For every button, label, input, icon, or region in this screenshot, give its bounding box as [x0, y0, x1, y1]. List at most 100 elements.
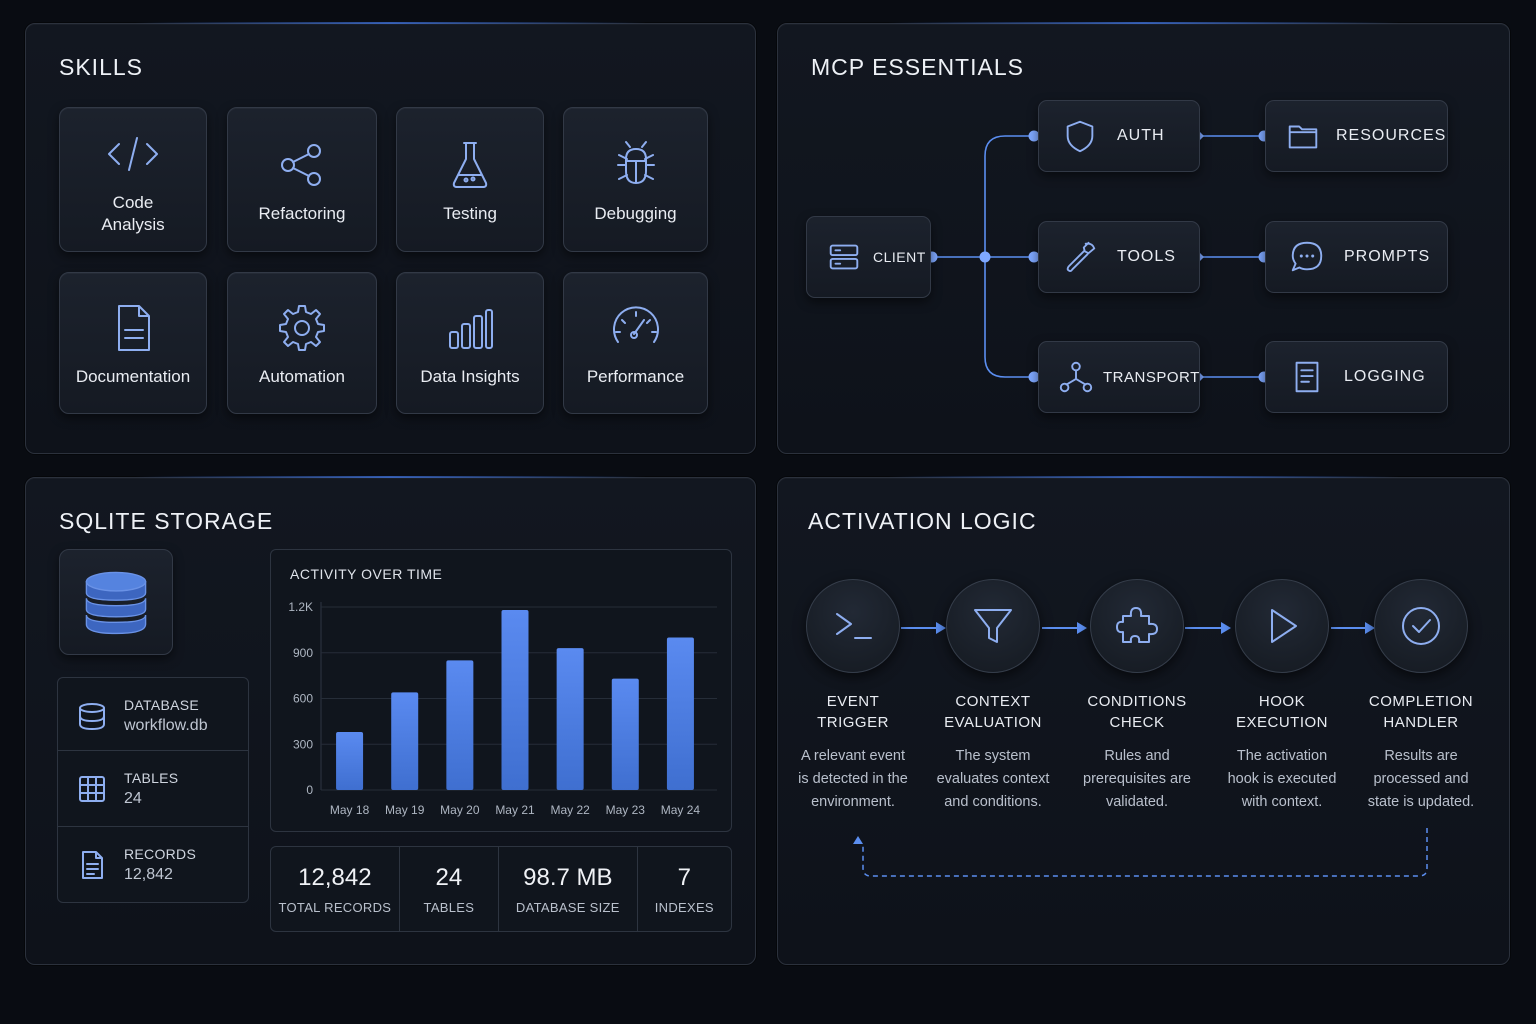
chart-bar	[501, 610, 529, 790]
step-hook-execution: HOOK EXECUTION The activation hook is ex…	[1207, 579, 1357, 814]
info-value: workflow.db	[124, 716, 208, 734]
network-icon	[1059, 361, 1093, 393]
step-circle[interactable]	[946, 579, 1040, 673]
info-row-records: RECORDS 12,842	[58, 827, 248, 902]
stat-label: TOTAL RECORDS	[278, 899, 392, 915]
y-tick-label: 1.2K	[288, 600, 313, 614]
stat-value: 98.7 MB	[523, 863, 613, 891]
server-icon	[829, 244, 859, 270]
stat-database-size: 98.7 MB DATABASE SIZE	[499, 847, 638, 931]
step-title: EVENT TRIGGER	[817, 693, 889, 731]
step-title: CONDITIONS CHECK	[1087, 693, 1187, 731]
prompts-node[interactable]: PROMPTS	[1265, 221, 1448, 293]
info-key: RECORDS	[124, 845, 197, 862]
stat-label: INDEXES	[654, 899, 714, 915]
stat-value: 12,842	[298, 863, 372, 891]
skill-code-analysis[interactable]: Code Analysis	[59, 107, 207, 252]
activity-chart: ACTIVITY OVER TIME 0 300 600 900 1.2K May 18 M…	[270, 549, 732, 832]
client-label: CLIENT	[873, 249, 926, 265]
skill-documentation[interactable]: Documentation	[59, 272, 207, 414]
stat-tables: 24 TABLES	[400, 847, 500, 931]
skills-title: SKILLS	[59, 54, 143, 80]
stat-label: TABLES	[423, 899, 475, 915]
folder-icon	[1288, 125, 1318, 149]
skills-panel: SKILLS Code Analysis Refactoring Testing…	[25, 22, 756, 454]
database-hero-icon	[59, 549, 173, 655]
x-tick-label: May 20	[440, 803, 480, 817]
share-nodes-icon	[281, 143, 321, 186]
gauge-icon	[612, 306, 659, 343]
step-desc: Rules and prerequisites are validated.	[1083, 748, 1191, 810]
info-value: 24	[124, 789, 142, 807]
tools-node[interactable]: TOOLS	[1038, 221, 1200, 293]
logging-node[interactable]: LOGGING	[1265, 341, 1448, 413]
skill-label: Testing	[443, 203, 497, 223]
flask-icon	[452, 141, 488, 188]
stat-value: 24	[435, 863, 463, 891]
chart-bar	[391, 692, 419, 790]
step-circle[interactable]	[1090, 579, 1184, 673]
stat-label: DATABASE SIZE	[515, 899, 620, 915]
info-row-tables: TABLES 24	[58, 751, 248, 826]
skill-performance[interactable]: Performance	[563, 272, 708, 414]
database-icon	[79, 702, 105, 730]
step-circle[interactable]	[1374, 579, 1468, 673]
filter-icon	[974, 609, 1012, 643]
step-title: COMPLETION HANDLER	[1368, 693, 1474, 731]
skill-label: Code Analysis	[101, 192, 165, 234]
prompts-label: PROMPTS	[1344, 248, 1431, 265]
transport-node[interactable]: TRANSPORT	[1038, 341, 1200, 413]
x-tick-label: May 21	[495, 803, 535, 817]
document-icon	[118, 305, 150, 351]
step-title: CONTEXT EVALUATION	[944, 693, 1042, 731]
terminal-icon	[836, 613, 872, 639]
step-circle[interactable]	[806, 579, 900, 673]
step-circle[interactable]	[1235, 579, 1329, 673]
y-tick-label: 0	[306, 783, 313, 797]
chart-bar	[556, 648, 584, 790]
resources-node[interactable]: RESOURCES	[1265, 100, 1448, 172]
stats-bar: 12,842 TOTAL RECORDS 24 TABLES 98.7 MB DATA…	[270, 846, 732, 932]
chart-bar	[611, 678, 639, 790]
x-tick-label: May 18	[330, 803, 370, 817]
y-tick-label: 600	[293, 692, 313, 706]
mcp-connectors	[926, 130, 1270, 383]
auth-label: AUTH	[1117, 127, 1165, 144]
stat-total-records: 12,842 TOTAL RECORDS	[271, 847, 400, 931]
file-icon	[82, 850, 103, 879]
activation-panel: ACTIVATION LOGIC EVENT TRIGGER A relevan…	[777, 476, 1510, 965]
step-title: HOOK EXECUTION	[1235, 693, 1328, 731]
database-icon	[85, 571, 147, 635]
info-value: 12,842	[124, 865, 173, 883]
skill-debugging[interactable]: Debugging	[563, 107, 708, 252]
skill-automation[interactable]: Automation	[227, 272, 377, 414]
client-node[interactable]: CLIENT	[806, 216, 931, 298]
step-event-trigger: EVENT TRIGGER A relevant event is detect…	[778, 579, 928, 814]
database-info: DATABASE workflow.db TABLES 24 RECORDS 12,8…	[57, 677, 249, 903]
sqlite-panel: SQLITE STORAGE DATABASE workflow.db TABLE…	[25, 476, 756, 965]
gear-icon	[279, 305, 325, 351]
chat-bubble-icon	[1291, 241, 1323, 272]
mcp-panel: MCP ESSENTIALS CLIENT AUTH TOOLS TRANSPO…	[777, 22, 1510, 454]
bug-icon	[616, 140, 655, 184]
play-icon	[1271, 609, 1297, 643]
skill-refactoring[interactable]: Refactoring	[227, 107, 377, 252]
bar-chart-icon	[449, 309, 493, 349]
skill-label: Refactoring	[258, 203, 346, 223]
check-circle-icon	[1402, 607, 1440, 645]
x-tick-label: May 22	[550, 803, 590, 817]
skill-testing[interactable]: Testing	[396, 107, 544, 252]
log-document-icon	[1295, 361, 1319, 393]
skill-label: Data Insights	[420, 367, 520, 386]
x-tick-label: May 23	[606, 803, 646, 817]
step-desc: A relevant event is detected in the envi…	[798, 748, 908, 810]
info-key: TABLES	[124, 769, 179, 786]
skill-data-insights[interactable]: Data Insights	[396, 272, 544, 414]
step-conditions-check: CONDITIONS CHECK Rules and prerequisites…	[1062, 579, 1212, 814]
chart-bar	[446, 660, 474, 790]
step-desc: Results are processed and state is updat…	[1367, 748, 1475, 810]
chart-bar	[666, 637, 694, 790]
sqlite-title: SQLITE STORAGE	[59, 508, 274, 534]
skill-label: Performance	[586, 367, 685, 386]
auth-node[interactable]: AUTH	[1038, 100, 1200, 172]
